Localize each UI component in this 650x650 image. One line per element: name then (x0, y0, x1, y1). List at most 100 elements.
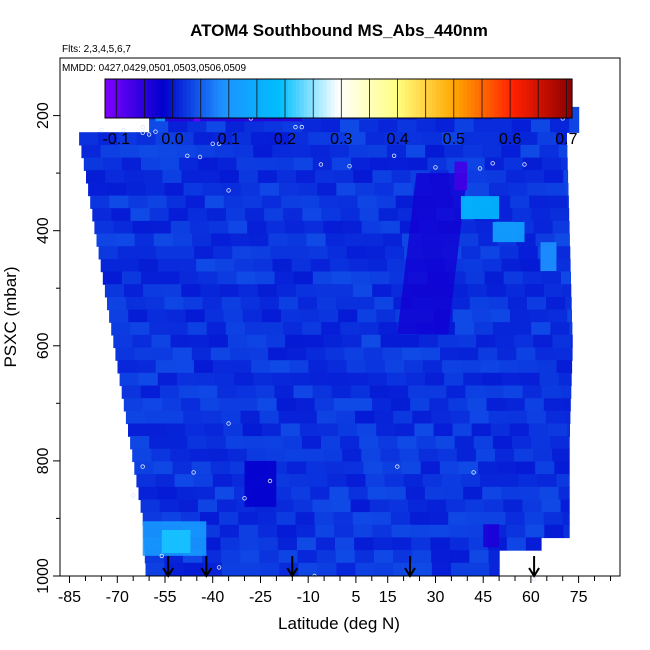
heat-cell (295, 398, 316, 412)
heat-cell (480, 474, 500, 488)
heat-cell (535, 461, 555, 475)
heat-cell (236, 271, 257, 285)
heat-cell (556, 360, 573, 374)
heat-cell (104, 284, 125, 298)
heat-cell (238, 524, 259, 539)
heat-cell (431, 562, 452, 576)
heat-cell (212, 474, 233, 488)
heat-cell (378, 119, 398, 133)
heat-cell (475, 448, 496, 463)
heat-cell (333, 398, 354, 412)
heatmap-layer (79, 106, 580, 576)
heat-cell (484, 271, 505, 285)
x-tick-label: -10 (297, 589, 320, 606)
heat-cell (440, 347, 460, 361)
heat-cell (160, 271, 180, 285)
heat-cell (319, 309, 339, 323)
heat-cell (484, 385, 505, 399)
heat-cell (552, 220, 570, 235)
colorbar-swatch (404, 79, 410, 118)
sample-point (159, 553, 164, 559)
heat-feature (540, 242, 557, 271)
heat-cell (250, 132, 271, 146)
heat-cell (467, 170, 488, 184)
heat-cell (385, 246, 405, 260)
heat-cell (300, 195, 320, 209)
heat-cell (245, 208, 265, 222)
heat-cell (450, 550, 470, 564)
heat-cell (448, 512, 468, 526)
heat-cell (340, 208, 361, 222)
heat-cell (125, 410, 146, 425)
heat-cell (208, 448, 229, 463)
heat-cell (310, 372, 331, 387)
colorbar-swatch (552, 79, 557, 118)
heat-cell (162, 398, 182, 412)
y-tick-label: 800 (35, 447, 52, 474)
heat-cell (505, 398, 526, 412)
heat-cell (209, 220, 229, 235)
heat-cell (206, 436, 227, 450)
heat-cell (272, 372, 293, 387)
colorbar-swatch (175, 79, 180, 118)
heat-cell (372, 284, 392, 298)
heat-cell (431, 410, 452, 425)
heat-cell (164, 410, 184, 425)
heat-cell (376, 195, 397, 209)
colorbar-swatch (237, 79, 242, 118)
heat-cell (459, 347, 479, 361)
heat-cell (539, 372, 560, 387)
heat-cell (361, 448, 381, 463)
heat-cell (117, 246, 138, 260)
heat-cell (202, 182, 223, 197)
colorbar-swatch (299, 79, 305, 118)
sample-point (522, 162, 527, 167)
heat-cell (565, 410, 571, 425)
heat-cell (344, 347, 365, 361)
heat-cell (282, 119, 303, 133)
colorbar-swatch (315, 79, 320, 118)
heat-cell (490, 309, 511, 323)
sample-point (121, 127, 126, 133)
colorbar-swatch (428, 79, 433, 118)
heat-cell (507, 410, 528, 425)
colorbar-swatch (389, 79, 394, 118)
colorbar-swatch (249, 79, 254, 118)
heat-cell (414, 423, 435, 437)
heat-cell (128, 195, 149, 209)
heat-cell (251, 246, 272, 260)
heat-cell (166, 195, 187, 209)
heat-cell (552, 334, 573, 349)
heat-cell (391, 524, 412, 539)
sample-point (490, 161, 495, 166)
heat-cell (391, 398, 411, 412)
heat-cell (525, 170, 545, 184)
heat-cell (554, 233, 570, 247)
heat-cell (437, 448, 458, 463)
heat-cell (561, 157, 568, 171)
heat-cell (111, 322, 131, 336)
heat-cell (454, 119, 475, 133)
colorbar-swatch (186, 79, 192, 118)
heat-cell (350, 385, 371, 399)
plot-area: MMDD: 0427,0429,0501,0503,0506,0509 (59, 57, 621, 582)
heat-cell (289, 132, 309, 146)
heat-cell (295, 512, 316, 526)
heat-cell (217, 385, 237, 399)
heat-cell (96, 233, 117, 247)
colorbar-swatch (260, 79, 266, 118)
colorbar-swatch (132, 79, 137, 118)
heat-cell (193, 474, 214, 488)
heat-cell (375, 575, 395, 576)
heat-cell (107, 182, 127, 197)
heat-cell (369, 499, 390, 513)
heat-cell (223, 423, 244, 437)
heat-cell (388, 499, 409, 513)
heat-cell (346, 360, 367, 374)
heat-cell (333, 512, 354, 526)
colorbar-swatch (178, 79, 184, 118)
heat-cell (465, 385, 486, 399)
colorbar-swatch (377, 79, 382, 118)
colorbar-swatch (225, 79, 231, 118)
